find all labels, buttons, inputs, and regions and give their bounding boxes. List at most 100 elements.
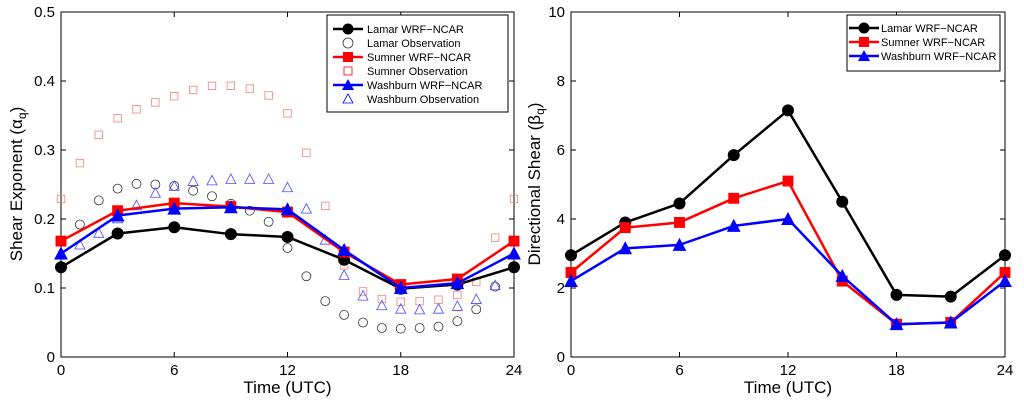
- data-point: [999, 249, 1011, 262]
- legend-label: Lamar WRF−NCAR: [367, 24, 464, 36]
- y-tick-label: 0.4: [34, 73, 55, 90]
- legend-item: Sumner Observation: [343, 66, 468, 78]
- x-tick-label: 12: [279, 362, 296, 379]
- observation-point: [93, 226, 105, 238]
- data-point: [782, 104, 794, 117]
- y-axis-label-main: Directional Shear (: [525, 124, 544, 265]
- legend-marker: [342, 79, 354, 90]
- y-axis-label-greek: β: [525, 115, 544, 125]
- observation-point: [225, 173, 237, 184]
- axis-ticks: 0 6 12 18 24 0 0.1 0.2 0.3 0.4 0.5: [34, 4, 522, 379]
- y-tick-label: 2: [557, 280, 565, 297]
- legend: Lamar WRF−NCAR Lamar Observation Sumner …: [326, 14, 509, 113]
- data-point: [781, 211, 795, 225]
- data-point: [728, 192, 740, 204]
- observation-point: [301, 271, 312, 282]
- data-point: [674, 217, 685, 228]
- observation-point: [302, 148, 311, 157]
- data-point: [672, 237, 687, 251]
- legend-marker: [343, 66, 353, 76]
- data-point: [508, 235, 520, 247]
- y-tick-label: 0.5: [34, 4, 55, 21]
- data-point: [508, 261, 520, 274]
- observation-point: [470, 293, 482, 304]
- observation-point: [377, 294, 387, 304]
- observation-point: [281, 181, 294, 193]
- data-point: [223, 200, 238, 214]
- series-2: [564, 211, 1012, 331]
- x-tick-label: 24: [506, 362, 523, 379]
- series-group: [564, 104, 1012, 331]
- data-point: [943, 315, 958, 329]
- legend-marker: [342, 23, 354, 35]
- observation-point: [414, 323, 425, 333]
- series-4: [54, 200, 521, 294]
- legend-item: Sumner WRF−NCAR: [333, 52, 471, 64]
- observation-point: [149, 186, 162, 198]
- legend: Lamar WRF−NCAR Sumner WRF−NCAR Washburn …: [846, 14, 1001, 72]
- x-tick-label: 18: [392, 362, 409, 379]
- observation-point: [244, 173, 256, 184]
- observation-point: [490, 233, 500, 242]
- y-tick-label: 8: [557, 73, 565, 90]
- observation-point: [112, 183, 123, 194]
- data-point: [835, 268, 850, 282]
- series-group: [54, 81, 521, 334]
- observation-point: [113, 114, 122, 123]
- y-axis-label-end: ): [7, 107, 26, 113]
- legend-marker: [343, 52, 353, 62]
- observation-point: [151, 98, 160, 107]
- data-point: [726, 218, 741, 232]
- observation-point: [74, 238, 86, 250]
- observation-point: [338, 269, 350, 280]
- data-point: [281, 230, 294, 243]
- data-point: [889, 317, 904, 331]
- data-point: [280, 202, 295, 216]
- observation-point: [509, 194, 519, 204]
- observation-point: [451, 300, 464, 311]
- observation-point: [300, 202, 313, 214]
- x-tick-label: 18: [888, 362, 905, 379]
- observation-point: [320, 296, 331, 307]
- data-point: [337, 242, 352, 256]
- observation-point: [130, 199, 143, 211]
- observation-point: [433, 321, 444, 332]
- data-point: [450, 276, 465, 290]
- legend-marker: [858, 22, 870, 34]
- y-tick-label: 4: [557, 211, 565, 228]
- observation-point: [226, 81, 236, 90]
- observation-point: [245, 84, 254, 93]
- legend-marker: [342, 37, 354, 49]
- observation-point: [395, 302, 407, 314]
- x-tick-label: 6: [675, 362, 683, 379]
- data-point: [618, 241, 633, 255]
- x-tick-label: 24: [997, 362, 1014, 379]
- observation-point: [396, 297, 405, 306]
- series-0: [565, 104, 1011, 303]
- data-point: [167, 201, 182, 215]
- legend-label: Sumner Observation: [367, 66, 468, 78]
- legend-label: Sumner WRF−NCAR: [881, 37, 985, 49]
- observation-point: [170, 92, 179, 101]
- observation-point: [262, 173, 275, 184]
- data-point: [673, 197, 686, 210]
- observation-point: [168, 180, 180, 191]
- observation-point: [471, 304, 482, 315]
- data-point: [836, 195, 849, 208]
- data-point: [55, 261, 67, 274]
- observation-point: [321, 201, 330, 211]
- legend-box: [326, 14, 509, 113]
- legend-item: Washburn Observation: [342, 93, 479, 106]
- legend-marker: [858, 50, 870, 61]
- observation-point: [452, 316, 463, 327]
- y-tick-label: 0.3: [34, 142, 55, 159]
- data-point: [55, 235, 67, 247]
- data-point: [393, 280, 408, 294]
- legend-item: Lamar WRF−NCAR: [849, 22, 978, 35]
- observation-point: [244, 205, 255, 216]
- legend-item: Lamar WRF−NCAR: [333, 23, 464, 36]
- observation-point: [489, 279, 501, 291]
